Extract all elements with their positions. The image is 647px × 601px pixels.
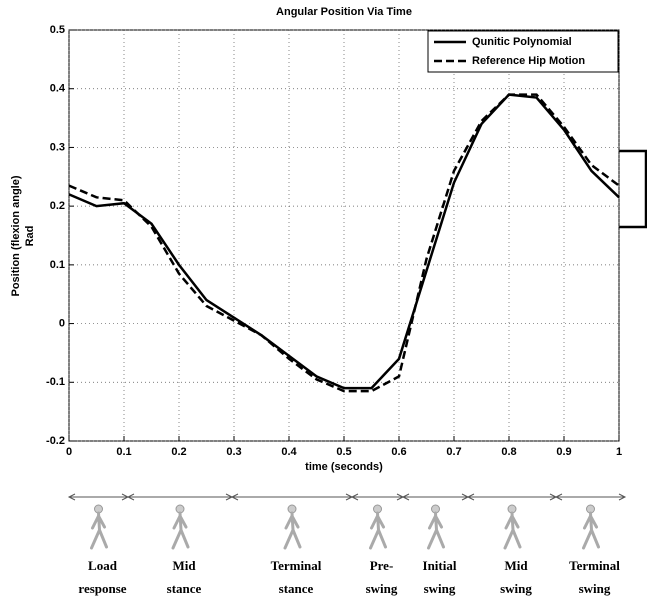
walker-figure	[171, 504, 190, 550]
x-axis-label: time (seconds)	[305, 461, 383, 473]
arrow-head	[554, 493, 627, 501]
figure-body	[283, 511, 302, 550]
walker-figure	[369, 504, 387, 550]
line-series	[68, 93, 620, 390]
walker-figure	[90, 504, 108, 550]
x-tick-label: 0.8	[501, 446, 516, 458]
phase-label: swing	[424, 581, 456, 596]
x-tick-label: 0.5	[336, 446, 351, 458]
x-tick-label: 0.6	[391, 446, 406, 458]
walker-figure	[582, 504, 600, 550]
phase-label: Pre-	[370, 558, 394, 573]
plot-area	[68, 29, 620, 442]
y-tick-label: -0.1	[46, 376, 65, 388]
phase-label: stance	[279, 581, 314, 596]
figure-body	[90, 511, 108, 550]
y-tick-label: 0.5	[50, 24, 65, 36]
y-tick-label: 0.4	[50, 83, 66, 95]
figure-body	[503, 511, 522, 550]
phase-label: Load	[88, 558, 118, 573]
phase-label: Mid	[172, 558, 196, 573]
x-tick-label: 1	[616, 446, 622, 458]
phase-label: Terminal	[271, 558, 322, 573]
phase-label: Terminal	[569, 558, 620, 573]
phase-label: stance	[167, 581, 202, 596]
phase-label: swing	[579, 581, 611, 596]
figure-body	[427, 511, 445, 550]
x-tick-label: 0.1	[116, 446, 131, 458]
x-tick-label: 0.4	[281, 446, 297, 458]
x-tick-label: 0	[66, 446, 72, 458]
phase-label: swing	[366, 581, 398, 596]
x-tick-label: 0.3	[226, 446, 241, 458]
x-tick-label: 0.7	[446, 446, 461, 458]
figure-body	[582, 511, 600, 550]
legend-label: Qunitic Polynomial	[472, 36, 572, 48]
walker-figure	[283, 504, 302, 550]
y-axis-label: Position (flexion angle)	[10, 175, 22, 296]
y-tick-label: 0.2	[50, 200, 65, 212]
chart-title: Angular Position Via Time	[276, 6, 412, 18]
y-tick-label: 0.1	[50, 259, 65, 271]
x-tick-label: 0.2	[171, 446, 186, 458]
walker-figure	[427, 504, 445, 550]
figure-body	[171, 511, 190, 550]
y-axis-label: Rad	[24, 226, 36, 247]
line-series	[68, 93, 620, 393]
figure-body	[369, 511, 387, 550]
legend-box	[427, 30, 619, 73]
phase-label: Mid	[504, 558, 528, 573]
phase-label: swing	[500, 581, 532, 596]
phase-label: Initial	[423, 558, 457, 573]
y-tick-label: -0.2	[46, 435, 65, 447]
walker-figure	[503, 504, 522, 550]
legend-label: Reference Hip Motion	[472, 55, 585, 67]
y-tick-label: 0	[59, 317, 65, 329]
x-tick-label: 0.9	[556, 446, 571, 458]
y-tick-label: 0.3	[50, 141, 65, 153]
phase-label: response	[78, 581, 126, 596]
